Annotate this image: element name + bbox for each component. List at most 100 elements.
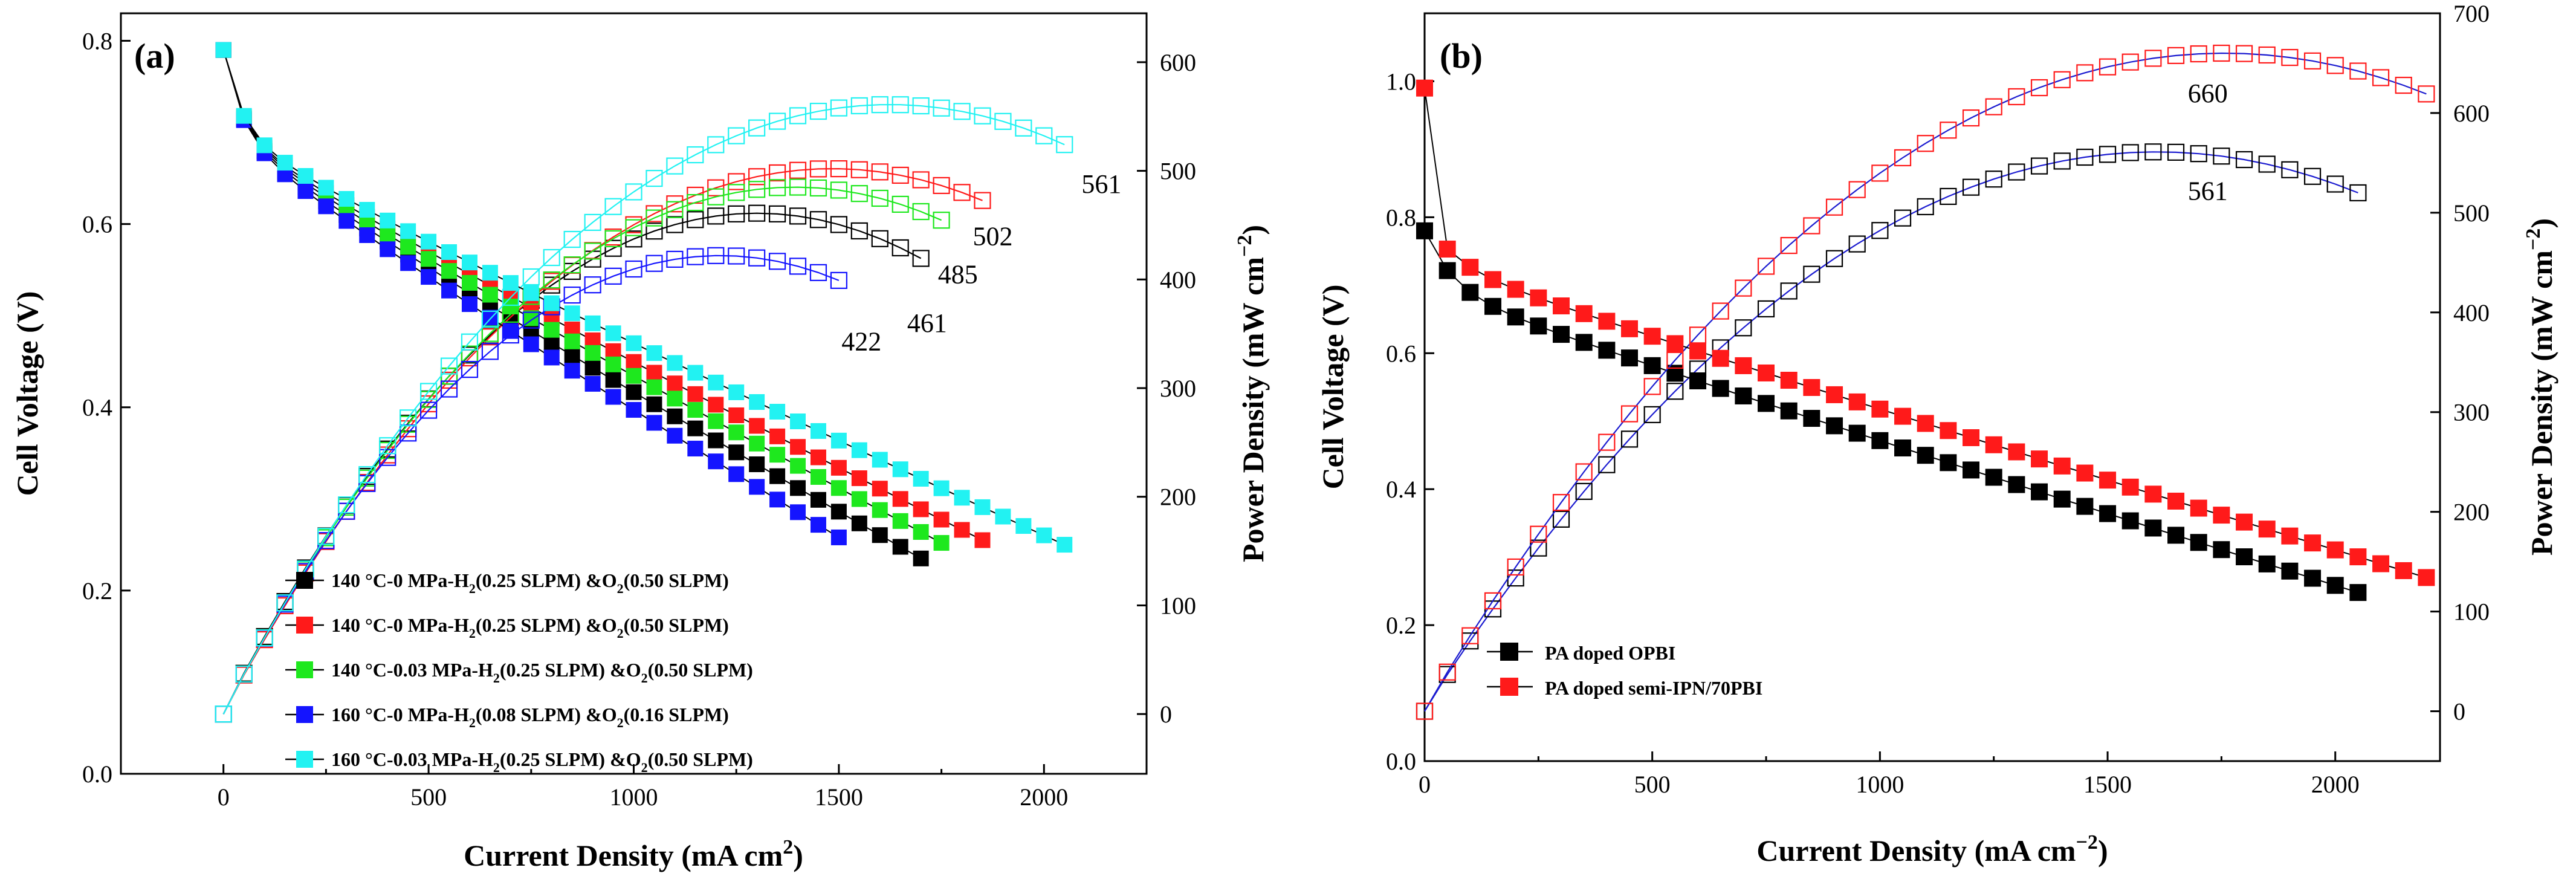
voltage-marker (1780, 372, 1798, 389)
power-marker (809, 211, 827, 229)
power-marker (1825, 198, 1843, 216)
power-marker (933, 212, 950, 229)
voltage-marker (1758, 364, 1775, 381)
peak-power-annotation: 660 (2188, 79, 2228, 108)
power-marker (850, 161, 868, 178)
voltage-marker (400, 255, 416, 271)
voltage-marker (564, 333, 580, 349)
panel-b-x-ticks: 0 500 1000 1500 2000 (1419, 751, 2360, 798)
power-marker (912, 250, 930, 267)
power-marker (850, 97, 868, 115)
power-marker (481, 325, 499, 342)
power-marker (912, 97, 930, 115)
power-marker (892, 239, 909, 257)
power-marker (604, 267, 622, 285)
panel-b-series (1416, 44, 2435, 720)
voltage-marker (749, 456, 765, 473)
voltage-marker (687, 402, 704, 418)
voltage-marker (1803, 378, 1820, 396)
panel-b-x-axis-title: Current Density (mA cm−2) (1756, 831, 2108, 867)
power-marker (768, 205, 786, 222)
voltage-marker (1894, 407, 1912, 425)
legend-swatch (296, 661, 313, 678)
power-marker (707, 179, 725, 196)
voltage-marker (256, 137, 273, 154)
peak-power-annotation: 502 (972, 221, 1012, 251)
power-marker (625, 183, 642, 201)
y-tick-label: 0.4 (82, 394, 112, 421)
voltage-marker (1848, 393, 1866, 410)
power-marker (707, 207, 725, 225)
voltage-marker (400, 239, 416, 255)
power-marker (481, 343, 499, 360)
voltage-marker (728, 424, 745, 441)
power-marker (809, 160, 827, 178)
voltage-marker (810, 469, 826, 485)
voltage-marker (1575, 334, 1593, 351)
peak-power-annotation: 485 (938, 259, 978, 289)
power-marker (2030, 157, 2048, 175)
voltage-marker (2372, 555, 2390, 572)
voltage-marker (1530, 289, 1547, 306)
voltage-marker (359, 202, 375, 218)
voltage-marker (564, 347, 580, 363)
legend-label: 160 °C-0.03 MPa-H2(0.25 SLPM) &O2(0.50 S… (331, 748, 753, 775)
voltage-line (1424, 230, 2358, 594)
power-marker (604, 239, 622, 257)
power-marker (1666, 351, 1684, 369)
y2-tick-label: 500 (1160, 158, 1196, 185)
voltage-marker (913, 501, 929, 517)
panel-b-y-axis-title: Cell Voltage (V) (1316, 285, 1350, 490)
y-tick-label: 0.8 (82, 27, 112, 54)
power-marker (2099, 146, 2117, 163)
voltage-marker (1643, 328, 1661, 345)
power-marker (1962, 109, 1980, 127)
voltage-marker (1712, 349, 1729, 367)
voltage-marker (830, 480, 847, 496)
power-marker (1940, 187, 1957, 206)
power-marker (1643, 378, 1661, 395)
power-marker (1894, 209, 1912, 227)
power-marker (789, 178, 807, 196)
voltage-marker (584, 345, 601, 361)
voltage-marker (2167, 492, 2185, 510)
power-marker (666, 157, 684, 175)
voltage-marker (1803, 410, 1820, 427)
power-marker (1598, 433, 1616, 451)
voltage-marker (728, 407, 745, 423)
voltage-line (222, 50, 983, 541)
panel-b-y2-axis-title: Power Density (mW cm−2) (2522, 218, 2558, 556)
power-marker (1035, 127, 1053, 144)
voltage-marker (441, 244, 458, 261)
voltage-marker (728, 384, 745, 400)
power-marker (2121, 53, 2139, 71)
power-marker (358, 466, 376, 484)
power-marker (2190, 45, 2207, 63)
peak-power-annotation: 461 (907, 308, 947, 338)
power-marker (809, 102, 827, 120)
voltage-marker (605, 325, 621, 342)
voltage-marker (297, 183, 314, 199)
voltage-marker (1416, 222, 1433, 239)
voltage-marker (421, 233, 437, 250)
voltage-marker (667, 355, 683, 371)
voltage-marker (646, 365, 662, 381)
power-marker (2190, 145, 2207, 163)
voltage-marker (974, 532, 991, 548)
series-1 (1416, 44, 2435, 720)
power-marker (1438, 663, 1456, 681)
voltage-marker (646, 415, 662, 431)
power-marker (666, 216, 684, 233)
power-marker (933, 99, 950, 117)
voltage-marker (1735, 387, 1752, 404)
power-marker (728, 247, 745, 265)
voltage-marker (380, 212, 396, 229)
voltage-marker (1689, 342, 1707, 360)
power-marker (543, 248, 560, 267)
voltage-marker (584, 315, 601, 331)
voltage-marker (626, 384, 642, 400)
legend-label: PA doped semi-IPN/70PBI (1545, 677, 1762, 699)
power-marker (1666, 383, 1684, 400)
power-marker (2281, 48, 2299, 66)
x-tick-label: 0 (218, 783, 230, 811)
